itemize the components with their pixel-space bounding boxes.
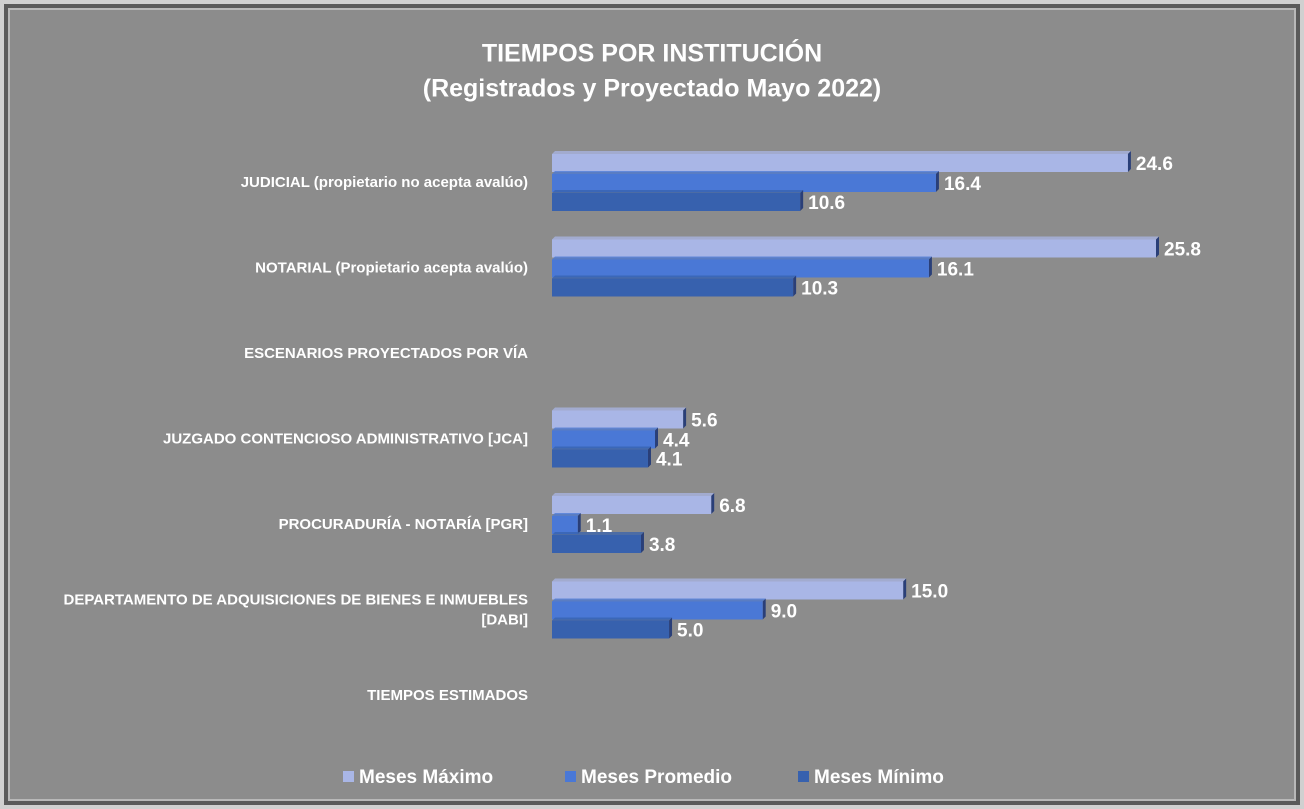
data-label: 3.8	[649, 535, 675, 556]
bar-top	[552, 617, 673, 621]
bar-side	[640, 532, 644, 553]
bar	[552, 601, 763, 620]
data-label: 16.4	[944, 174, 981, 195]
chart-title: TIEMPOS POR INSTITUCIÓN	[482, 38, 822, 68]
bar	[552, 239, 1156, 258]
legend-label: Meses Máximo	[359, 767, 493, 788]
chart-background	[8, 8, 1296, 801]
bar	[552, 154, 1128, 172]
category-label: JUZGADO CONTENCIOSO ADMINISTRATIVO [JCA]	[163, 430, 528, 447]
category-label: ESCENARIOS PROYECTADOS POR VÍA	[244, 345, 528, 362]
bar-side	[683, 407, 687, 429]
bar-top	[552, 236, 1159, 240]
legend-label: Meses Mínimo	[814, 767, 944, 788]
bar-top	[552, 407, 687, 411]
data-label: 4.4	[663, 431, 690, 452]
data-label: 4.1	[656, 450, 683, 471]
bar	[552, 259, 929, 278]
bar-top	[552, 275, 797, 279]
category-label: JUDICIAL (propietario no acepta avalúo)	[241, 174, 528, 191]
bar-side	[762, 598, 766, 620]
bar-top	[552, 598, 766, 602]
data-label: 1.1	[586, 516, 613, 537]
bar-side	[577, 513, 581, 534]
category-label: TIEMPOS ESTIMADOS	[367, 687, 528, 704]
bar	[552, 430, 656, 449]
bar-side	[1127, 151, 1131, 172]
legend-label: Meses Promedio	[581, 767, 732, 788]
data-label: 6.8	[719, 496, 745, 517]
bar-top	[552, 171, 939, 174]
bar	[552, 193, 801, 211]
data-label: 9.0	[771, 602, 797, 623]
bar	[552, 535, 641, 553]
bar-side	[711, 493, 715, 514]
bar-top	[552, 493, 715, 496]
data-label: 15.0	[911, 582, 948, 603]
data-label: 10.3	[801, 279, 838, 300]
category-label: PROCURADURÍA - NOTARÍA [PGR]	[279, 516, 528, 533]
bar-top	[552, 151, 1131, 154]
bar-side	[1156, 236, 1159, 258]
bar	[552, 410, 684, 429]
bar-top	[552, 446, 651, 450]
data-label: 5.0	[677, 621, 703, 642]
data-label: 10.6	[808, 193, 845, 214]
bar-side	[669, 617, 673, 639]
bar-side	[793, 275, 797, 297]
data-label: 24.6	[1136, 154, 1173, 175]
bar	[552, 516, 578, 534]
bar	[552, 449, 648, 468]
bar-top	[552, 532, 644, 535]
data-label: 16.1	[937, 260, 974, 281]
bar	[552, 581, 904, 600]
bar-top	[552, 578, 907, 582]
bar-side	[928, 256, 932, 278]
chart-subtitle: (Registrados y Proyectado Mayo 2022)	[423, 75, 882, 103]
bar-top	[552, 513, 581, 516]
bar-side	[903, 578, 907, 600]
bar-side	[655, 427, 659, 449]
bar	[552, 278, 794, 297]
legend-swatch	[565, 771, 576, 782]
bar-side	[647, 446, 651, 468]
bar-side	[935, 171, 939, 192]
bar-top	[552, 427, 659, 431]
bar-top	[552, 256, 932, 260]
legend-swatch	[343, 771, 354, 782]
bar	[552, 174, 936, 192]
bar-side	[800, 190, 804, 211]
bar	[552, 496, 712, 514]
category-label: DEPARTAMENTO DE ADQUISICIONES DE BIENES …	[64, 591, 529, 628]
data-label: 25.8	[1164, 240, 1201, 261]
bar	[552, 620, 670, 639]
bar-top	[552, 190, 804, 193]
category-label: NOTARIAL (Propietario acepta avalúo)	[255, 259, 528, 276]
legend-swatch	[798, 771, 809, 782]
data-label: 5.6	[691, 411, 717, 432]
